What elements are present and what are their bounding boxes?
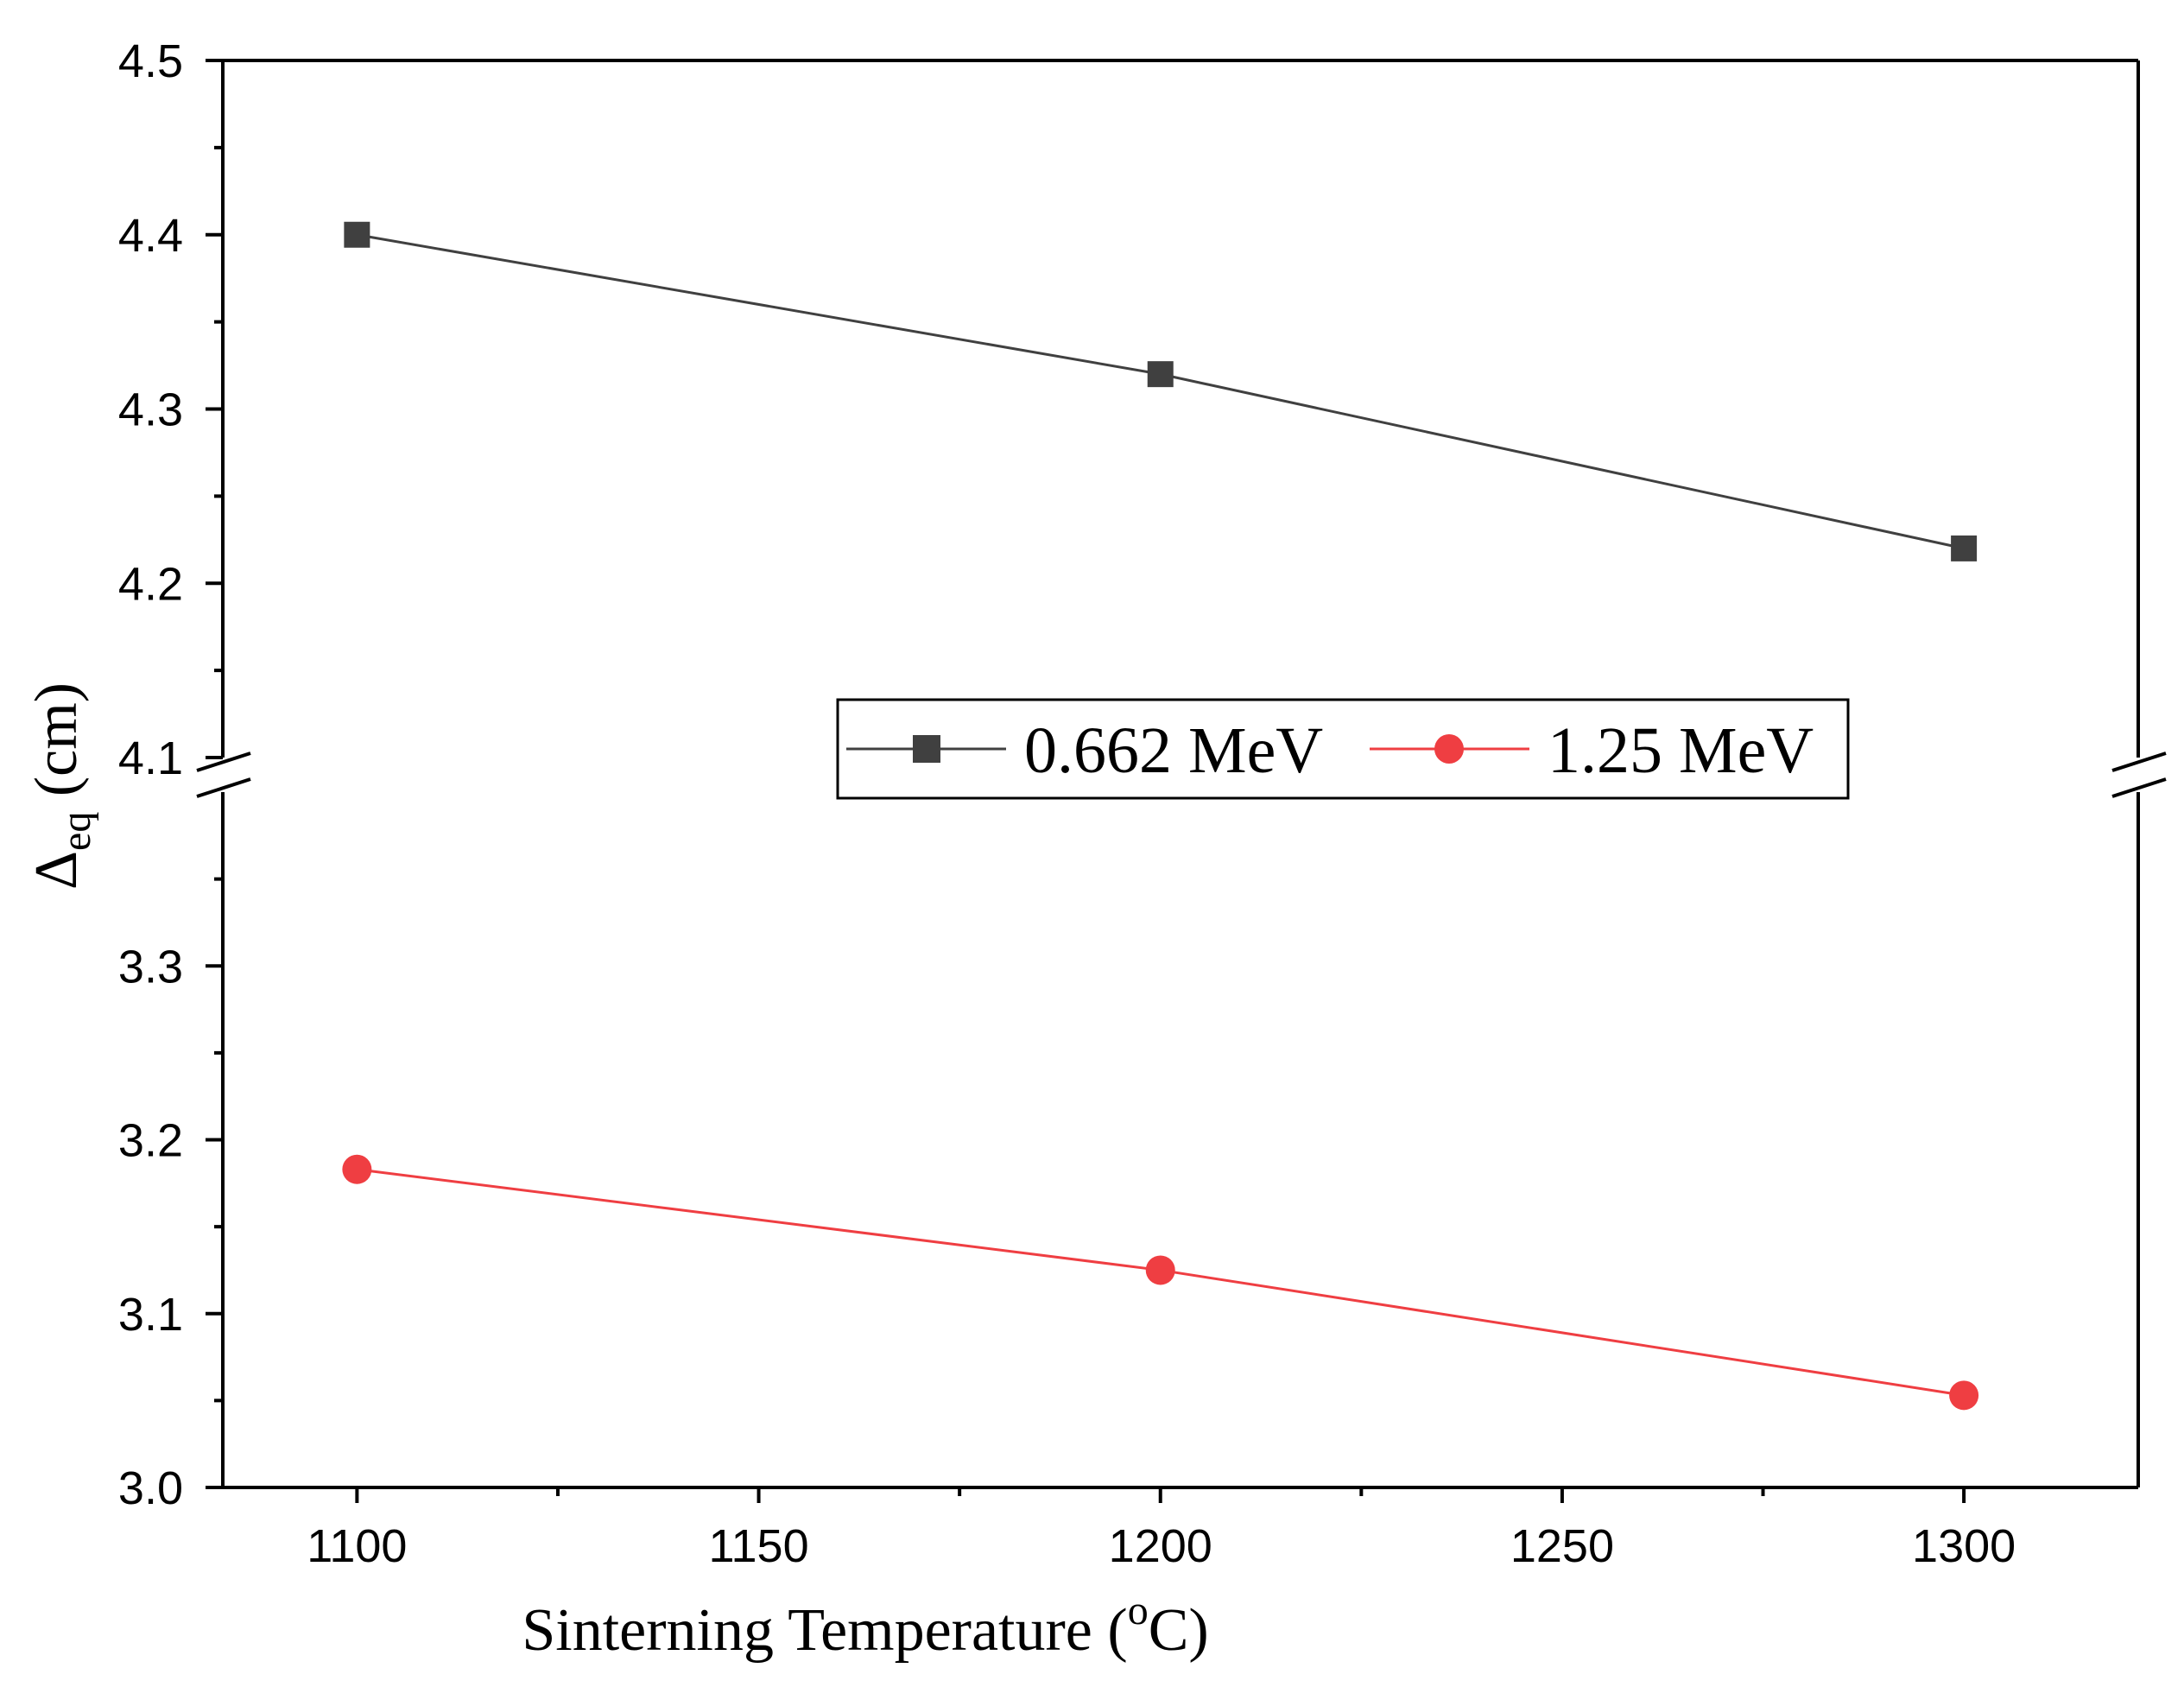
left-axis-break-mark <box>196 752 251 798</box>
x-tick-label: 1150 <box>708 1520 808 1572</box>
tick-labels: 1100 1150 1200 1250 1300 3.0 3.1 3.2 3.3 4.1 4.2 4.… <box>118 35 2016 1572</box>
y-upper-tick-label: 4.4 <box>118 210 183 262</box>
data-point-circle <box>1949 1380 1979 1411</box>
y-axis-title: Δeq (cm) <box>23 682 99 890</box>
y-upper-tick-label: 4.2 <box>118 558 183 610</box>
data-point-square <box>344 221 370 248</box>
y-upper-tick-label: 4.5 <box>118 35 183 87</box>
x-axis-title-superscript: o <box>1128 1588 1149 1633</box>
y-lower-tick-label: 3.3 <box>118 941 183 993</box>
legend-marker-square <box>913 735 940 763</box>
data-point-square <box>1951 535 1978 561</box>
x-tick-label: 1200 <box>1109 1520 1212 1572</box>
y-upper-tick-label: 4.3 <box>118 384 183 436</box>
legend: 0.662 MeV 1.25 MeV <box>836 698 1850 800</box>
y-lower-tick-label: 3.2 <box>118 1115 183 1167</box>
x-tick-label: 1300 <box>1912 1520 2016 1572</box>
legend-label-0662: 0.662 MeV <box>1024 714 1323 787</box>
data-point-circle <box>1145 1255 1175 1285</box>
right-axis-break-mark <box>2111 752 2167 798</box>
series-group <box>342 221 1979 1411</box>
x-axis-title: Sinterning Temperature (oC) <box>522 1588 1208 1664</box>
data-point-circle <box>342 1154 372 1184</box>
axis-ticks <box>206 59 1966 1503</box>
legend-label-125: 1.25 MeV <box>1548 714 1814 787</box>
x-tick-label: 1250 <box>1510 1520 1614 1572</box>
data-point-square <box>1147 361 1174 388</box>
legend-marker-circle <box>1434 734 1464 764</box>
x-tick-label: 1100 <box>307 1520 407 1572</box>
y-lower-tick-label: 3.0 <box>118 1462 183 1514</box>
y-lower-tick-label: 3.1 <box>118 1289 183 1341</box>
y-upper-tick-label: 4.1 <box>118 733 183 784</box>
plot-frame <box>221 59 2140 1489</box>
y-axis-title-subscript: eq <box>54 812 99 851</box>
